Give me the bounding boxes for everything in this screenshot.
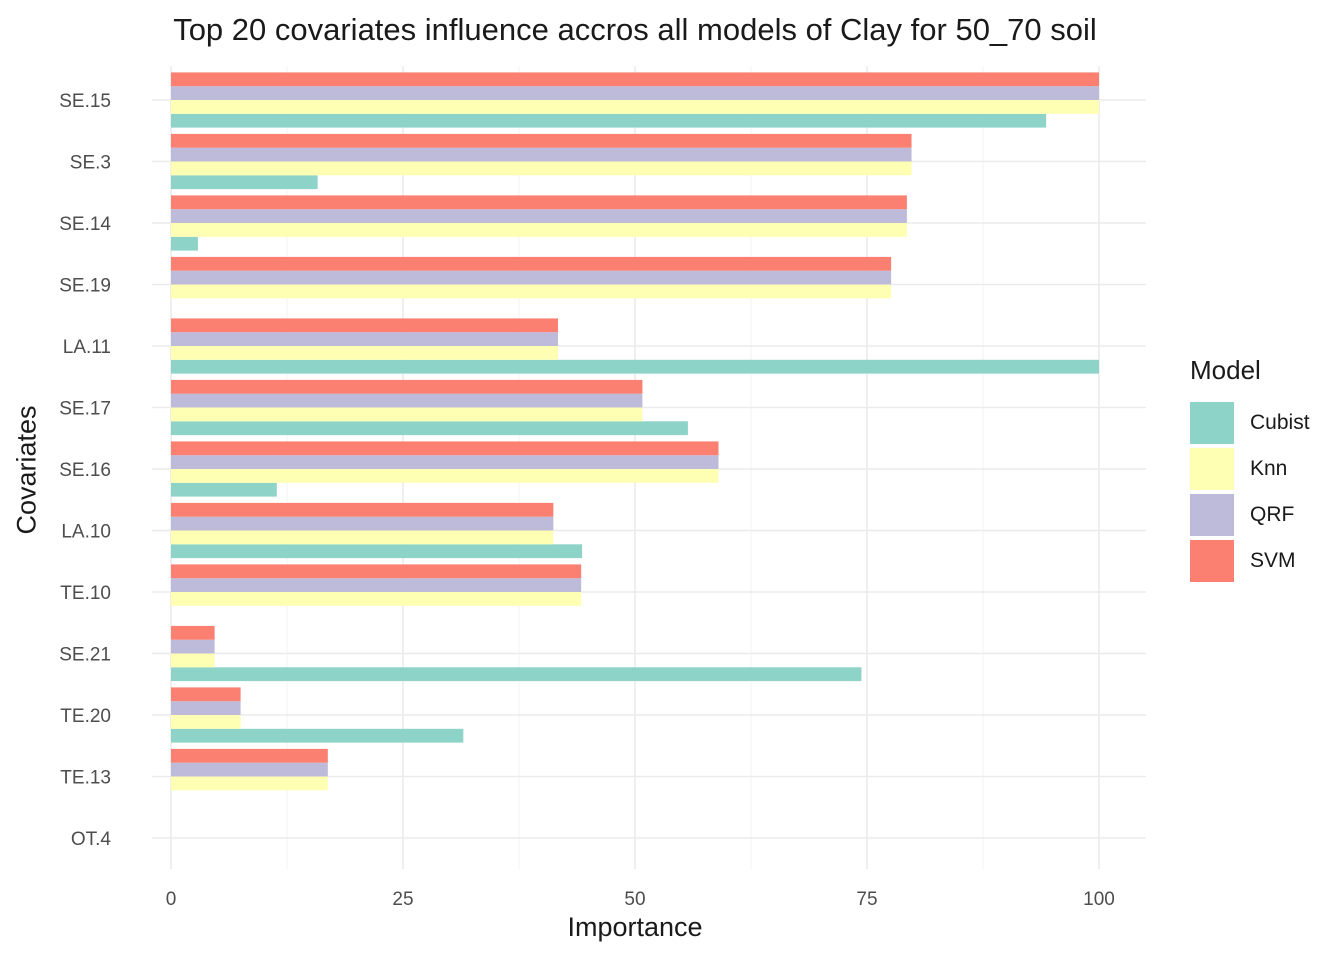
bar-knn-se-19 bbox=[171, 284, 892, 299]
legend-swatch bbox=[1190, 540, 1234, 582]
y-tick-label: SE.3 bbox=[70, 153, 111, 174]
bar-qrf-te-13 bbox=[171, 762, 328, 777]
bar-svm-se-14 bbox=[171, 195, 907, 210]
bar-knn-se-21 bbox=[171, 653, 215, 668]
y-tick-label: SE.15 bbox=[59, 91, 111, 112]
bar-svm-se-3 bbox=[171, 133, 912, 148]
chart-title: Top 20 covariates influence accros all m… bbox=[173, 12, 1097, 47]
bar-qrf-se-17 bbox=[171, 393, 643, 408]
legend-item-svm: SVM bbox=[1190, 538, 1310, 584]
bar-qrf-se-19 bbox=[171, 270, 892, 285]
x-tick-label: 100 bbox=[1083, 889, 1115, 910]
bar-svm-se-16 bbox=[171, 441, 719, 456]
x-tick-label: 50 bbox=[624, 889, 645, 910]
bar-svm-se-19 bbox=[171, 256, 892, 271]
legend-items: Cubist Knn QRF SVM bbox=[1190, 400, 1310, 584]
bar-svm-se-21 bbox=[171, 625, 215, 640]
bar-svm-te-20 bbox=[171, 687, 241, 702]
bar-qrf-te-10 bbox=[171, 578, 582, 592]
legend-swatch bbox=[1190, 494, 1234, 536]
y-tick-label: SE.19 bbox=[59, 276, 111, 297]
legend-label: QRF bbox=[1250, 503, 1295, 526]
bar-cubist-la-10 bbox=[171, 544, 583, 559]
bar-svm-la-11 bbox=[171, 318, 558, 333]
bar-knn-te-13 bbox=[171, 776, 328, 791]
bar-cubist-se-14 bbox=[171, 236, 198, 251]
bar-knn-te-20 bbox=[171, 715, 241, 729]
y-tick-label: OT.4 bbox=[71, 829, 112, 850]
bar-cubist-te-20 bbox=[171, 728, 464, 743]
legend-label: Knn bbox=[1250, 457, 1288, 480]
bar-knn-la-10 bbox=[171, 530, 554, 545]
legend-label: SVM bbox=[1250, 549, 1296, 572]
bar-knn-te-10 bbox=[171, 592, 582, 606]
bar-knn-se-14 bbox=[171, 223, 907, 237]
bar-cubist-la-11 bbox=[171, 359, 1099, 374]
bar-qrf-se-15 bbox=[171, 86, 1099, 100]
bar-knn-se-17 bbox=[171, 407, 643, 422]
bar-layer bbox=[171, 72, 1099, 791]
bar-qrf-se-21 bbox=[171, 639, 215, 654]
bar-qrf-se-3 bbox=[171, 147, 912, 162]
bar-knn-se-16 bbox=[171, 469, 719, 483]
legend-item-knn: Knn bbox=[1190, 446, 1310, 492]
legend: Model Cubist Knn QRF SVM bbox=[1190, 355, 1310, 584]
y-tick-label: SE.16 bbox=[59, 460, 111, 481]
bar-cubist-se-21 bbox=[171, 667, 862, 682]
x-tick-label: 0 bbox=[166, 889, 177, 910]
y-tick-label: SE.17 bbox=[59, 399, 111, 420]
bar-cubist-se-16 bbox=[171, 482, 277, 497]
bar-knn-se-15 bbox=[171, 100, 1099, 114]
bar-qrf-te-20 bbox=[171, 701, 241, 715]
legend-item-qrf: QRF bbox=[1190, 492, 1310, 538]
x-tick-label: 25 bbox=[392, 889, 413, 910]
legend-swatch bbox=[1190, 448, 1234, 490]
bar-cubist-se-17 bbox=[171, 421, 688, 436]
x-tick-label: 75 bbox=[856, 889, 877, 910]
y-axis-label: Covariates bbox=[11, 405, 42, 535]
y-tick-label: TE.20 bbox=[60, 706, 111, 727]
bar-svm-te-13 bbox=[171, 748, 328, 763]
bar-qrf-la-11 bbox=[171, 332, 558, 346]
bar-svm-la-10 bbox=[171, 502, 554, 517]
bar-qrf-la-10 bbox=[171, 516, 554, 531]
legend-item-cubist: Cubist bbox=[1190, 400, 1310, 446]
legend-swatch bbox=[1190, 402, 1234, 444]
y-tick-label: LA.11 bbox=[63, 337, 111, 358]
bar-knn-se-3 bbox=[171, 161, 912, 176]
bar-knn-la-11 bbox=[171, 346, 558, 360]
y-tick-label: TE.13 bbox=[60, 768, 111, 789]
y-tick-label: SE.21 bbox=[59, 645, 111, 666]
bar-qrf-se-14 bbox=[171, 209, 907, 223]
bar-qrf-se-16 bbox=[171, 455, 719, 469]
legend-label: Cubist bbox=[1250, 411, 1310, 434]
bar-cubist-se-3 bbox=[171, 175, 318, 190]
y-tick-label: SE.14 bbox=[59, 214, 111, 235]
x-axis-label: Importance bbox=[567, 912, 703, 942]
bar-svm-te-10 bbox=[171, 564, 582, 579]
y-tick-label: TE.10 bbox=[60, 583, 111, 604]
bar-svm-se-15 bbox=[171, 72, 1099, 87]
tick-label-layer: 0 25 50 75 100 SE.15 SE.3 SE.14 SE.19 LA.11 SE.17 S… bbox=[59, 91, 1115, 910]
bar-svm-se-17 bbox=[171, 379, 643, 394]
y-tick-label: LA.10 bbox=[61, 522, 111, 543]
bar-cubist-se-15 bbox=[171, 113, 1047, 128]
legend-title: Model bbox=[1190, 355, 1261, 385]
